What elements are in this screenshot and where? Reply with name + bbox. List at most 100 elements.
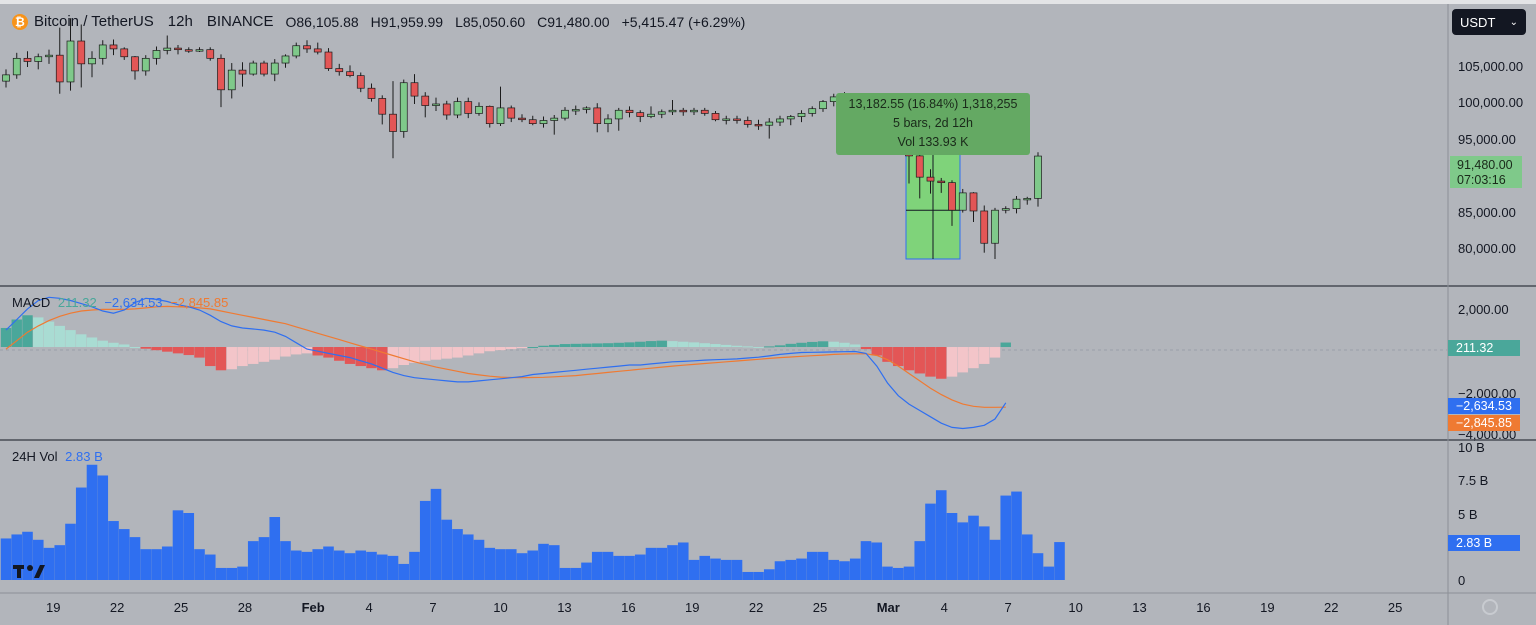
macd-histogram-bar [65, 330, 76, 348]
volume-bar [978, 526, 990, 580]
macd-histogram-bar [645, 341, 657, 348]
macd-histogram-bar [688, 342, 700, 348]
current-price: 91,480.00 [1457, 158, 1513, 172]
volume-tick: 5 B [1458, 507, 1478, 522]
time-tick: 10 [1068, 600, 1083, 615]
macd-histogram-bar [22, 315, 33, 348]
time-tick: 13 [557, 600, 572, 615]
currency-label: USDT [1460, 14, 1496, 30]
macd-histogram-bar [215, 347, 227, 371]
macd-histogram-bar [860, 347, 872, 350]
volume-bar [312, 549, 324, 580]
macd-histogram-bar [463, 347, 474, 356]
candle-body [303, 45, 311, 50]
macd-signal-line [5, 305, 1006, 408]
macd-histogram-bar [398, 347, 409, 365]
candle-body [679, 109, 688, 113]
candle-body [238, 69, 247, 75]
candle-body [141, 57, 150, 72]
measure-tooltip: 13,182.55 (16.84%) 1,318,255 5 bars, 2d … [836, 93, 1030, 155]
macd-histogram-bar [205, 347, 216, 367]
macd-line-badge: −2,634.53 [1448, 398, 1520, 414]
volume-bar [441, 519, 453, 580]
volume-bar [323, 546, 334, 580]
volume-bar [667, 545, 678, 580]
volume-bar [505, 549, 517, 580]
macd-histogram-bar [0, 327, 12, 348]
price-tick: 80,000.00 [1458, 241, 1516, 256]
macd-title[interactable]: MACD [12, 295, 51, 310]
macd-histogram-bar [452, 347, 463, 358]
candle-body [980, 210, 989, 244]
candle-body [1012, 198, 1021, 209]
candle-body [206, 49, 215, 59]
chevron-down-icon: ⌄ [1509, 16, 1518, 28]
candle-body [690, 109, 698, 113]
volume-tick: 7.5 B [1458, 473, 1489, 488]
volume-badge: 2.83 B [1448, 535, 1520, 551]
macd-histogram-bar [248, 347, 259, 364]
macd-histogram-bar [506, 347, 517, 350]
volume-bar [22, 531, 33, 580]
macd-histogram-bar [495, 347, 506, 351]
volume-bar [258, 537, 270, 580]
macd-histogram-bar [366, 347, 377, 369]
symbol-exchange: BINANCE [206, 13, 274, 30]
volume-bar [581, 562, 592, 580]
macd-histogram-bar [925, 347, 936, 377]
measure-volume: Vol 133.93 K [897, 135, 969, 149]
symbol-interval[interactable]: 12h [167, 13, 193, 30]
macd-histogram-bar [678, 341, 689, 348]
volume-bar [1043, 566, 1055, 580]
volume-bar [688, 559, 700, 580]
currency-selector[interactable]: USDT ⌄ [1452, 9, 1526, 35]
candle-body [765, 121, 774, 126]
candle-body [1001, 208, 1010, 211]
volume-bar [269, 517, 281, 580]
macd-histogram-bar [323, 347, 334, 358]
volume-bar [290, 550, 302, 580]
macd-tick: −2,000.00 [1458, 386, 1517, 401]
volume-tick: 10 B [1458, 440, 1485, 455]
settings-gear-icon[interactable] [1482, 599, 1498, 615]
macd-histogram-bar [86, 337, 98, 348]
macd-histogram-bar [11, 319, 22, 348]
volume-bar [183, 513, 195, 580]
macd-histogram-bar [828, 341, 839, 348]
candle-body [948, 182, 956, 211]
volume-bar [882, 566, 893, 580]
volume-bar [849, 558, 861, 580]
volume-bar [1011, 491, 1022, 580]
candle-body [66, 40, 75, 83]
volume-bar [699, 555, 711, 580]
time-tick: 7 [1004, 600, 1012, 615]
tradingview-logo-icon[interactable] [13, 562, 47, 580]
candle-body [711, 113, 720, 121]
macd-histogram-bar [140, 347, 151, 349]
volume-bar [516, 553, 528, 580]
macd-histogram-bar [355, 347, 366, 367]
macd-histogram-bar [656, 340, 667, 348]
candle-body [389, 113, 397, 132]
symbol-pair[interactable]: Bitcoin / TetherUS [34, 13, 154, 30]
candle-body [217, 57, 225, 91]
macd-histogram-bar [108, 342, 119, 348]
volume-legend: 24H Vol 2.83 B [12, 449, 103, 464]
macd-histogram-bar [613, 342, 624, 348]
volume-bar [710, 558, 721, 580]
time-tick: 22 [748, 600, 764, 615]
time-tick: 4 [365, 600, 373, 615]
volume-bar [935, 490, 947, 580]
volume-title[interactable]: 24H Vol [12, 449, 58, 464]
volume-bar [806, 551, 818, 580]
volume-bar [65, 523, 76, 580]
volume-bar [591, 551, 603, 580]
volume-bar [656, 547, 668, 580]
macd-histogram-bar [936, 347, 947, 379]
macd-histogram-bar [979, 347, 990, 364]
volume-bar [172, 510, 184, 580]
candle-body [152, 50, 161, 59]
candle-body [991, 209, 999, 244]
